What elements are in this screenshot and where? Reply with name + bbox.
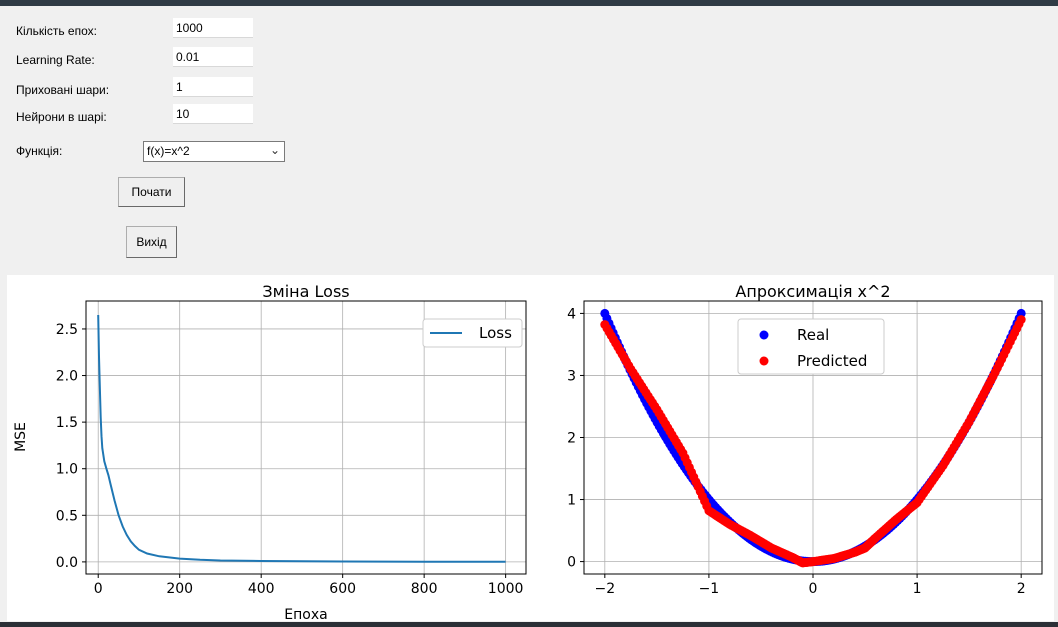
predicted-legend-marker bbox=[759, 356, 769, 366]
real-point bbox=[1016, 308, 1026, 318]
predicted-legend-label: Predicted bbox=[797, 352, 867, 370]
loss-legend: Loss bbox=[422, 318, 523, 348]
real-legend-marker bbox=[759, 330, 769, 340]
predicted-point bbox=[1016, 315, 1026, 325]
hidden-layers-input[interactable] bbox=[173, 77, 253, 97]
window-title-bar bbox=[0, 0, 1058, 6]
approx-y-tick-label: 3 bbox=[567, 368, 576, 384]
loss-axes-frame bbox=[85, 300, 527, 575]
loss-legend-label: Loss bbox=[479, 324, 512, 342]
loss-x-axis-label: Епоха bbox=[284, 607, 327, 621]
approx-legend-box bbox=[737, 318, 885, 375]
approx-x-tick-label: 1 bbox=[913, 581, 922, 597]
approx-x-tick-label: −2 bbox=[594, 581, 615, 597]
function-label: Функція: bbox=[16, 144, 63, 158]
learning-rate-input[interactable] bbox=[173, 47, 253, 67]
loss-series-line bbox=[97, 314, 506, 563]
loss-y-tick-label: 2.5 bbox=[56, 322, 78, 338]
approximation-chart: −2 −1 0 1 2 0 1 2 3 4 Апроксимація x^2 Real Predi… bbox=[567, 282, 1043, 597]
approx-x-tick-label: 0 bbox=[809, 581, 818, 597]
loss-y-tick-label: 1.5 bbox=[56, 415, 78, 431]
function-select[interactable]: f(x)=x^2 ⌄ bbox=[143, 141, 285, 162]
approx-y-tick-label: 2 bbox=[567, 431, 576, 447]
matplotlib-figure: 0 200 400 600 800 1000 0.0 0.5 1.0 1.5 2.0 2.5 Змін… bbox=[7, 275, 1054, 623]
exit-button[interactable]: Вихід bbox=[126, 226, 177, 258]
loss-x-tick-label: 400 bbox=[248, 581, 275, 597]
approx-chart-title: Апроксимація x^2 bbox=[735, 282, 890, 301]
loss-x-tick-label: 200 bbox=[166, 581, 193, 597]
loss-y-tick-label: 2.0 bbox=[56, 369, 78, 385]
loss-legend-box bbox=[422, 318, 523, 348]
start-button[interactable]: Почати bbox=[118, 177, 185, 207]
approx-y-tick-label: 4 bbox=[567, 306, 576, 322]
epochs-input[interactable] bbox=[173, 18, 253, 38]
neurons-input[interactable] bbox=[173, 104, 253, 124]
loss-x-tick-label: 800 bbox=[411, 581, 438, 597]
neurons-label: Нейрони в шарі: bbox=[16, 110, 107, 124]
loss-y-tick-label: 0.5 bbox=[56, 508, 78, 524]
approx-x-tick-label: 2 bbox=[1017, 581, 1026, 597]
loss-y-tick-label: 1.0 bbox=[56, 462, 78, 478]
loss-y-tick-label: 0.0 bbox=[56, 555, 78, 571]
approx-y-tick-label: 0 bbox=[567, 555, 576, 571]
approx-x-tick-label: −1 bbox=[699, 581, 720, 597]
approx-legend: Real Predicted bbox=[737, 318, 885, 375]
loss-chart-title: Зміна Loss bbox=[262, 282, 349, 301]
loss-y-axis-label: MSE bbox=[13, 422, 29, 452]
epochs-label: Кількість епох: bbox=[16, 24, 97, 38]
learning-rate-label: Learning Rate: bbox=[16, 53, 95, 67]
chevron-down-icon[interactable]: ⌄ bbox=[269, 143, 280, 157]
loss-chart: 0 200 400 600 800 1000 0.0 0.5 1.0 1.5 2.0 2.5 Змін… bbox=[13, 282, 527, 623]
loss-x-tick-label: 1000 bbox=[488, 581, 524, 597]
real-legend-label: Real bbox=[797, 326, 829, 344]
hidden-layers-label: Приховані шари: bbox=[16, 83, 110, 97]
loss-x-tick-label: 0 bbox=[94, 581, 103, 597]
approx-y-tick-label: 1 bbox=[567, 493, 576, 509]
loss-x-tick-label: 600 bbox=[329, 581, 356, 597]
function-select-value: f(x)=x^2 bbox=[147, 144, 190, 158]
